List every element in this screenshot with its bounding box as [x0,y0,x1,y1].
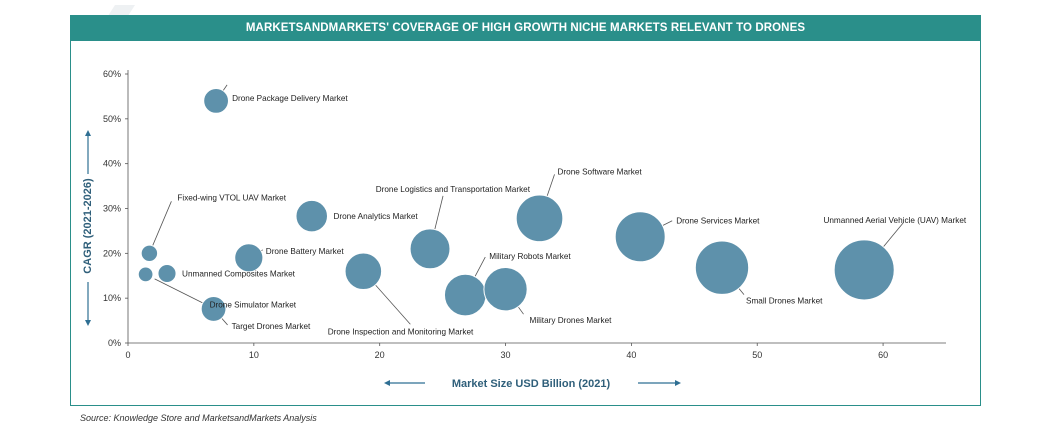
x-tick-label: 40 [626,350,636,360]
bubble-labels: Drone Package Delivery Market Fixed-wing … [177,94,967,336]
bubble-label: Unmanned Composites Market [182,270,296,279]
y-tick-label: 30% [103,204,121,214]
x-tick-label: 30 [501,350,511,360]
bubble-point [483,267,528,312]
bubble-label: Drone Software Market [558,167,643,176]
bubble-point [694,240,750,295]
x-axis-arrow-right [638,380,681,386]
bubble-point [140,244,159,263]
x-axis-title: Market Size USD Billion (2021) [452,378,611,390]
x-tick-label: 20 [375,350,385,360]
x-tick-label: 0 [125,350,130,360]
bubble-label: Drone Logistics and Transportation Marke… [376,185,531,194]
y-axis-arrow-up [85,130,91,174]
bubble-point [344,252,383,291]
bubble-label: Drone Inspection and Monitoring Market [328,327,474,336]
bubble-label: Military Robots Market [489,252,571,261]
bubble-label: Small Drones Market [746,297,823,306]
bubble-label: Target Drones Market [232,322,311,331]
y-tick-label: 40% [103,159,121,169]
y-axis-title: CAGR (2021-2026) [82,178,94,274]
leader-line [370,278,411,325]
bubble-point [157,263,177,284]
bubble-point [833,239,895,301]
y-tick-label: 60% [103,69,121,79]
bubble-point [409,228,451,270]
bubble-point [137,266,154,283]
bubble-label: Military Drones Market [530,316,613,325]
x-axis-arrow-left [384,380,425,386]
x-tick-label: 50 [752,350,762,360]
bubble-point [200,296,227,322]
bubbles [137,88,895,322]
y-tick-label: 10% [103,293,121,303]
x-tick-label: 60 [878,350,888,360]
bubble-point [614,211,666,263]
x-tick-label: 10 [249,350,259,360]
y-tick-label: 0% [108,338,121,348]
y-axis-arrow-down [85,282,91,326]
bubble-label: Drone Analytics Market [333,212,418,221]
bubble-label: Drone Package Delivery Market [232,94,348,103]
bubble-point [234,243,264,273]
bubble-point [203,88,229,114]
bubble-label: Fixed-wing VTOL UAV Market [177,193,286,202]
bubble-label: Drone Battery Market [266,247,345,256]
source-note: Source: Knowledge Store and MarketsandMa… [80,413,317,423]
bubble-point [443,273,487,317]
chart-title-banner: MARKETSANDMARKETS' COVERAGE OF HIGH GROW… [71,16,980,41]
bubble-point [515,194,564,243]
bubble-label: Drone Simulator Market [210,300,297,309]
y-tick-label: 50% [103,114,121,124]
chart-axes: 0 10 20 30 40 50 60 0% 10% 20% 30% 40% 50% 60% [103,69,946,360]
y-tick-label: 20% [103,248,121,258]
bubble-label: Drone Services Market [676,217,760,226]
leader-line [154,278,206,305]
leader-line [152,201,172,246]
bubble-point [295,199,328,233]
bubble-label: Unmanned Aerial Vehicle (UAV) Market [823,216,966,225]
